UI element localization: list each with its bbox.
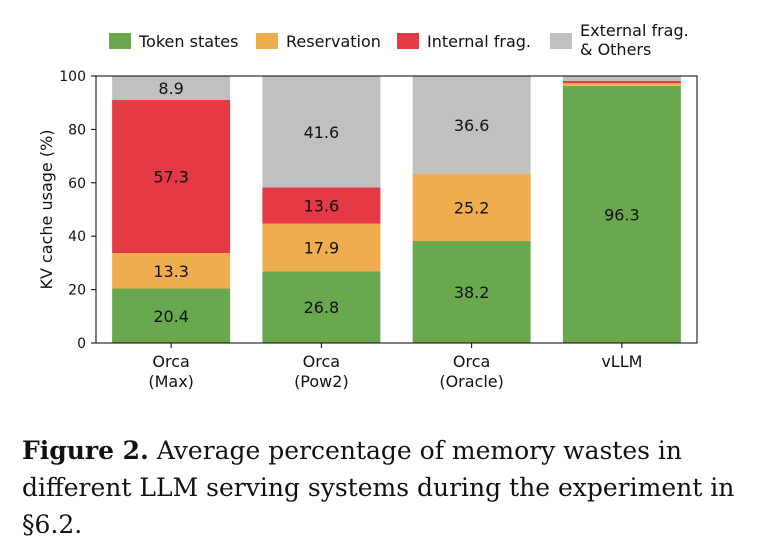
legend-swatch [109, 33, 131, 49]
legend-label: & Others [580, 40, 651, 59]
data-label: 26.8 [304, 298, 340, 317]
bar-segment [412, 173, 531, 242]
x-tick-label: Orca [453, 352, 490, 371]
stacked-bar-chart: 20.413.357.38.9Orca(Max)26.817.913.641.6… [37, 21, 698, 391]
y-tick-label: 20 [68, 283, 86, 299]
caption-label: Figure 2. [22, 436, 149, 465]
bar-segment [262, 76, 381, 188]
legend-label: External frag. [580, 21, 689, 40]
legend-swatch [397, 33, 419, 49]
x-tick-label: Orca [303, 352, 340, 371]
y-tick-label: 100 [59, 69, 86, 85]
data-label: 25.2 [454, 198, 490, 217]
data-label: 17.9 [304, 239, 340, 258]
bar-segment [112, 76, 231, 101]
bar-segment [112, 253, 231, 289]
bar-segment [262, 271, 381, 343]
plot-frame [95, 75, 698, 344]
x-tick-label: Orca [152, 352, 189, 371]
legend-label: Internal frag. [427, 32, 531, 51]
x-tick-label: (Oracle) [439, 372, 504, 391]
y-tick-label: 0 [77, 336, 86, 352]
y-tick-label: 40 [68, 229, 86, 245]
data-label: 20.4 [153, 307, 189, 326]
data-label: 96.3 [604, 205, 640, 224]
bar-segment [262, 223, 381, 272]
legend-label: Reservation [286, 32, 381, 51]
bar-segment [562, 80, 681, 84]
figure-caption: Figure 2. Average percentage of memory w… [22, 432, 752, 543]
data-label: 36.6 [454, 116, 490, 135]
legend-swatch [256, 33, 278, 49]
legend-swatch [550, 33, 572, 49]
bar-segment [412, 241, 531, 343]
x-tick-label: (Pow2) [294, 372, 349, 391]
bar-segment [112, 100, 231, 254]
bar-segment [262, 187, 381, 224]
y-tick-label: 80 [68, 122, 86, 138]
bar-segment [562, 83, 681, 86]
data-label: 13.6 [304, 196, 340, 215]
y-tick-label: 60 [68, 176, 86, 192]
data-label: 41.6 [304, 123, 340, 142]
data-label: 38.2 [454, 283, 490, 302]
bar-segment [112, 288, 231, 343]
data-label: 57.3 [153, 168, 189, 187]
caption-text: Average percentage of memory wastes in d… [22, 436, 735, 539]
legend-label: Token states [138, 32, 238, 51]
x-tick-label: (Max) [148, 372, 194, 391]
bar-segment [412, 76, 531, 174]
data-label: 13.3 [153, 262, 189, 281]
bar-segment [562, 85, 681, 343]
data-label: 8.9 [158, 79, 183, 98]
x-tick-label: vLLM [601, 352, 642, 371]
bar-segment [562, 76, 681, 81]
y-axis-label: KV cache usage (%) [37, 129, 56, 289]
